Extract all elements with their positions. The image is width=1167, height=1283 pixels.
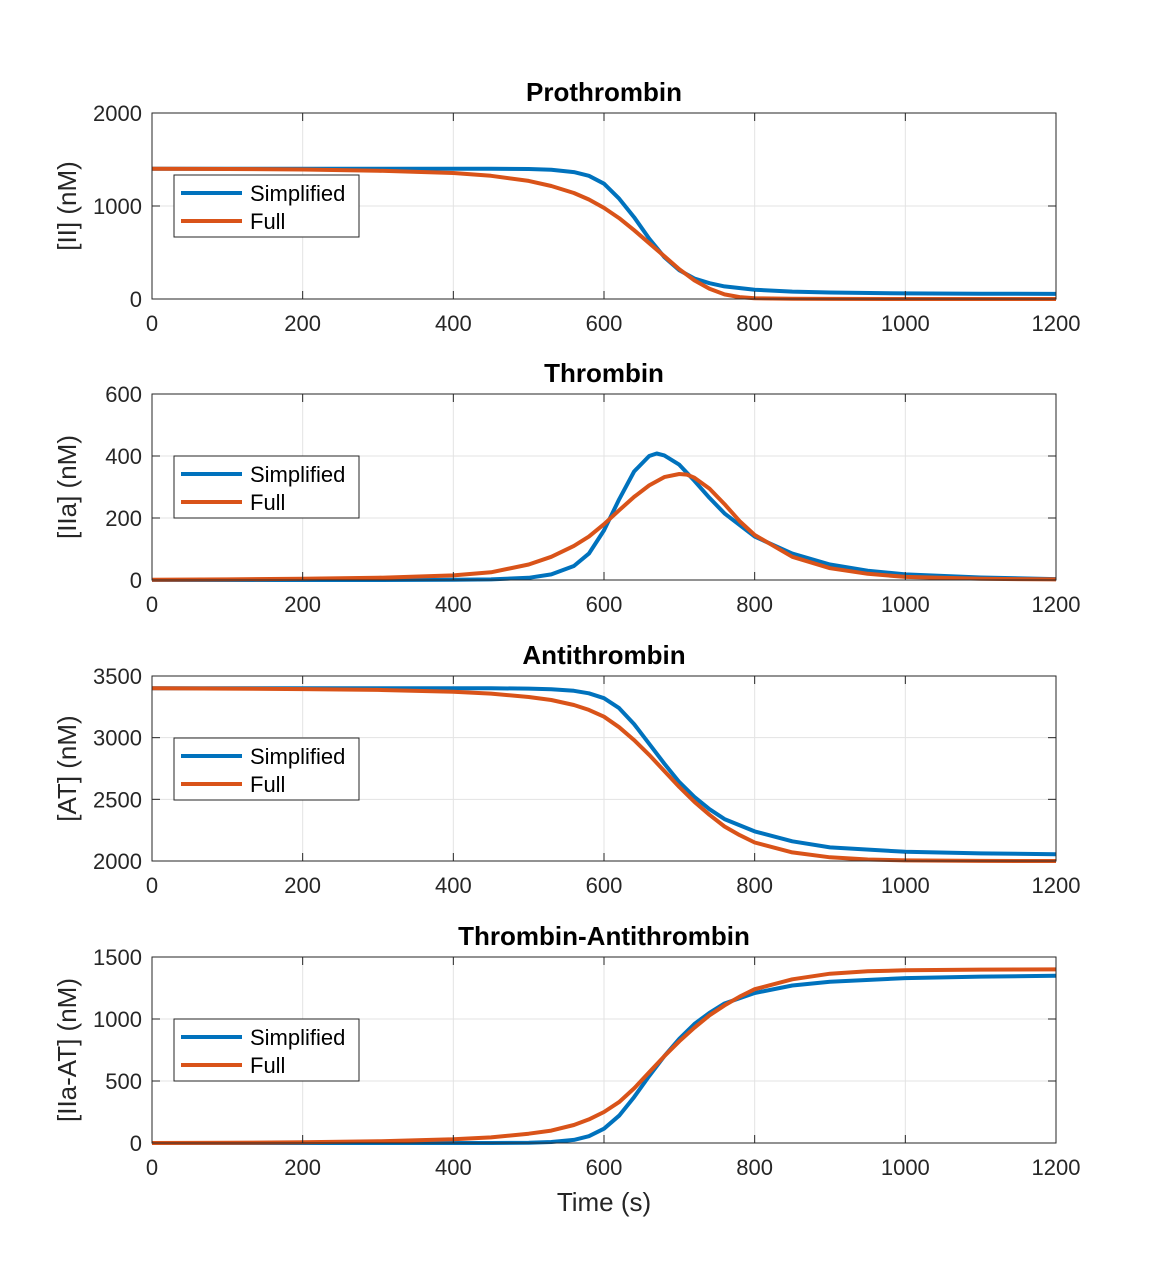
legend-label-full: Full [250,490,285,515]
x-tick-label: 400 [435,311,472,336]
x-axis-label: Time (s) [557,1187,651,1217]
x-tick-label: 1000 [881,873,930,898]
chart-title: Antithrombin [522,640,685,670]
panel-3: 0 200 400 600 800 1000 1200 2000 2500 3000 3500 Ant… [52,640,1080,898]
series-line-full [151,967,1057,1145]
x-tick-label: 600 [586,1155,623,1180]
x-tick-label: 0 [146,592,158,617]
y-axis-label: [IIa-AT] (nM) [52,978,82,1122]
legend-label-simplified: Simplified [250,1025,345,1050]
x-tick-label: 1200 [1032,1155,1081,1180]
y-tick-label: 200 [105,506,142,531]
y-tick-label: 0 [130,287,142,312]
y-tick-label: 0 [130,1131,142,1156]
x-tick-label: 400 [435,592,472,617]
x-tick-label: 1200 [1032,311,1081,336]
y-axis-label: [II] (nM) [52,161,82,251]
x-tick-label: 400 [435,1155,472,1180]
x-tick-label: 0 [146,1155,158,1180]
series-line-simplified [152,451,1057,582]
x-tick-label: 800 [736,592,773,617]
x-tick-label: 200 [284,592,321,617]
y-tick-label: 0 [130,568,142,593]
x-tick-label: 400 [435,873,472,898]
chart-title: Thrombin-Antithrombin [458,921,750,951]
y-tick-label: 600 [105,382,142,407]
x-tick-label: 1200 [1032,873,1081,898]
x-tick-label: 200 [284,311,321,336]
panel-4: 0 200 400 600 800 1000 1200 0 500 1000 1500 Thrombi… [52,921,1080,1217]
series-line-full [151,686,1057,863]
y-tick-label: 1500 [93,945,142,970]
x-tick-label: 600 [586,873,623,898]
x-tick-label: 600 [586,592,623,617]
legend-label-full: Full [250,1053,285,1078]
y-tick-label: 1000 [93,1007,142,1032]
x-tick-label: 800 [736,1155,773,1180]
x-tick-label: 800 [736,873,773,898]
y-tick-label: 1000 [93,194,142,219]
x-tick-label: 800 [736,311,773,336]
y-axis-label: [AT] (nM) [52,715,82,821]
y-tick-label: 2000 [93,101,142,126]
x-tick-label: 200 [284,873,321,898]
y-tick-label: 3000 [93,726,142,751]
y-tick-label: 3500 [93,664,142,689]
legend-label-simplified: Simplified [250,744,345,769]
x-tick-label: 1000 [881,592,930,617]
panel-2: 0 200 400 600 800 1000 1200 0 200 400 600 Thrombin [… [52,358,1080,617]
x-tick-label: 600 [586,311,623,336]
panel-1: 0 200 400 600 800 1000 1200 0 1000 2000 Prothrombi… [52,77,1080,336]
x-tick-label: 0 [146,873,158,898]
legend-box [173,737,360,801]
legend-label-simplified: Simplified [250,181,345,206]
chart-title: Prothrombin [526,77,682,107]
x-tick-label: 1000 [881,311,930,336]
series-line-simplified [152,686,1057,857]
y-axis-label: [IIa] (nM) [52,435,82,539]
y-tick-label: 500 [105,1069,142,1094]
series-line-full [151,472,1057,582]
x-tick-label: 1200 [1032,592,1081,617]
legend-box [173,1018,360,1082]
x-tick-label: 200 [284,1155,321,1180]
y-tick-label: 2000 [93,849,142,874]
legend-label-full: Full [250,209,285,234]
x-tick-label: 1000 [881,1155,930,1180]
x-tick-label: 0 [146,311,158,336]
legend-box [173,174,360,238]
legend-label-simplified: Simplified [250,462,345,487]
chart-title: Thrombin [544,358,664,388]
y-tick-label: 2500 [93,787,142,812]
legend-box [173,455,360,519]
legend-label-full: Full [250,772,285,797]
series-line-simplified [152,166,1057,296]
y-tick-label: 400 [105,444,142,469]
